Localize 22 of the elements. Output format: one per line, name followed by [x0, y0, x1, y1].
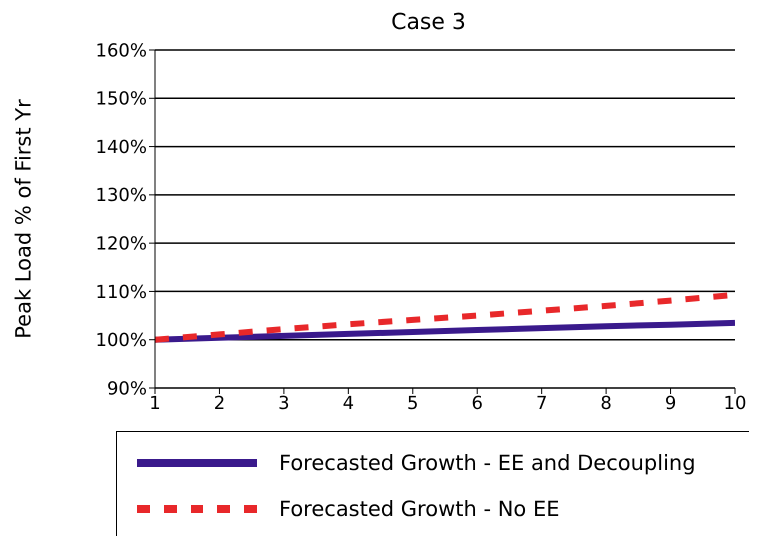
y-tick-label: 120% [96, 234, 147, 255]
y-tick-label: 140% [96, 136, 147, 158]
y-tick-label: 100% [96, 330, 147, 352]
y-tick-label: 110% [96, 282, 147, 303]
x-tick-label: 7 [536, 392, 548, 414]
y-axis-title: Peak Load % of First Yr [11, 98, 36, 339]
y-tick-label: 130% [96, 185, 147, 206]
chart-title: Case 3 [390, 9, 467, 37]
x-tick-label: 5 [407, 392, 419, 414]
y-tick-label: 90% [106, 378, 147, 400]
x-tick-label: 4 [342, 392, 354, 414]
x-tick-label: 10 [724, 392, 746, 414]
x-tick-label: 6 [471, 392, 483, 414]
x-tick-label: 9 [664, 392, 676, 414]
x-tick-label: 1 [149, 392, 161, 414]
y-tick-label: 150% [96, 88, 147, 110]
x-tick-label: 2 [214, 392, 226, 414]
legend-label: Forecasted Growth - No EE [279, 497, 560, 521]
y-tick-label: 160% [96, 40, 147, 62]
x-tick-label: 3 [278, 392, 290, 414]
x-tick-label: 8 [600, 392, 612, 414]
legend-label: Forecasted Growth - EE and Decoupling [279, 451, 696, 475]
